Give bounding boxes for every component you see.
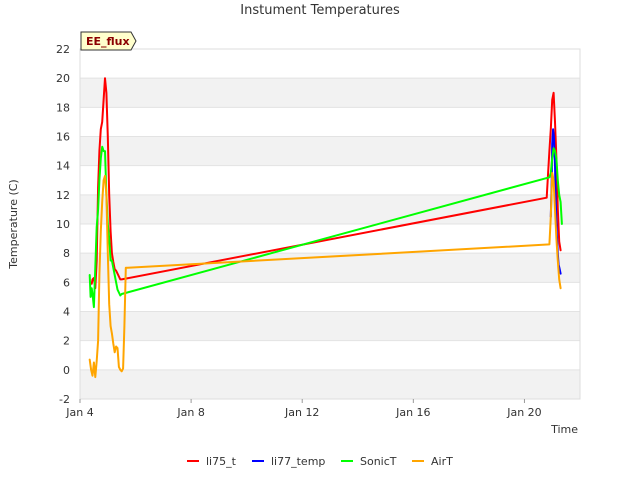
- legend-item: li77_temp: [252, 455, 325, 468]
- y-tick-label: 6: [63, 276, 70, 289]
- series-line-sonict: [88, 145, 563, 309]
- y-axis-label: Temperature (C): [7, 179, 20, 269]
- legend-label: li77_temp: [271, 455, 325, 468]
- y-tick-label: 0: [63, 364, 70, 377]
- plot-frame: [79, 48, 581, 400]
- badge-label: EE_flux: [86, 35, 130, 48]
- legend-label: SonicT: [360, 455, 397, 468]
- x-tick-label: Jan 20: [506, 406, 541, 419]
- y-tick-label: 22: [56, 43, 70, 56]
- y-tick-label: 4: [63, 306, 70, 319]
- legend-label: AirT: [431, 455, 453, 468]
- y-tick-label: 20: [56, 72, 70, 85]
- chart-title: Instument Temperatures: [240, 3, 400, 18]
- background-band: [80, 78, 580, 108]
- y-tick-label: 16: [56, 131, 70, 144]
- series-line-li75-t: [90, 77, 562, 290]
- x-tick-label: Jan 4: [65, 406, 93, 419]
- legend-item: SonicT: [341, 455, 397, 468]
- series-line-airt: [88, 172, 562, 379]
- x-tick-label: Jan 16: [395, 406, 430, 419]
- legend-label: li75_t: [206, 455, 237, 468]
- y-tick-label: 10: [56, 218, 70, 231]
- y-axis-ticks: -2 0 2 4 6 8 10 12 14 16 18 20 22: [56, 43, 70, 406]
- y-tick-label: 12: [56, 189, 70, 202]
- background-band: [80, 253, 580, 283]
- y-tick-label: 2: [63, 335, 70, 348]
- legend-item: li75_t: [187, 455, 237, 468]
- series-layer: [88, 77, 563, 379]
- background-band: [80, 194, 580, 224]
- x-axis-label: Time: [550, 423, 578, 436]
- y-tick-label: 14: [56, 160, 70, 173]
- badge-box: [80, 31, 137, 51]
- background-band: [80, 311, 580, 341]
- x-tick-label: Jan 12: [284, 406, 319, 419]
- y-tick-label: 18: [56, 101, 70, 114]
- legend-item: AirT: [412, 455, 453, 468]
- y-tick-label: -2: [59, 393, 70, 406]
- x-axis-ticks: Jan 4 Jan 8 Jan 12 Jan 16 Jan 20: [65, 399, 542, 419]
- badge: EE_flux: [80, 31, 137, 51]
- background-band: [80, 136, 580, 166]
- legend: li75_t li77_temp SonicT AirT: [187, 455, 453, 468]
- background-band: [80, 369, 580, 399]
- y-tick-label: 8: [63, 247, 70, 260]
- plot-background-bands: [80, 78, 580, 399]
- x-tick-label: Jan 8: [176, 406, 204, 419]
